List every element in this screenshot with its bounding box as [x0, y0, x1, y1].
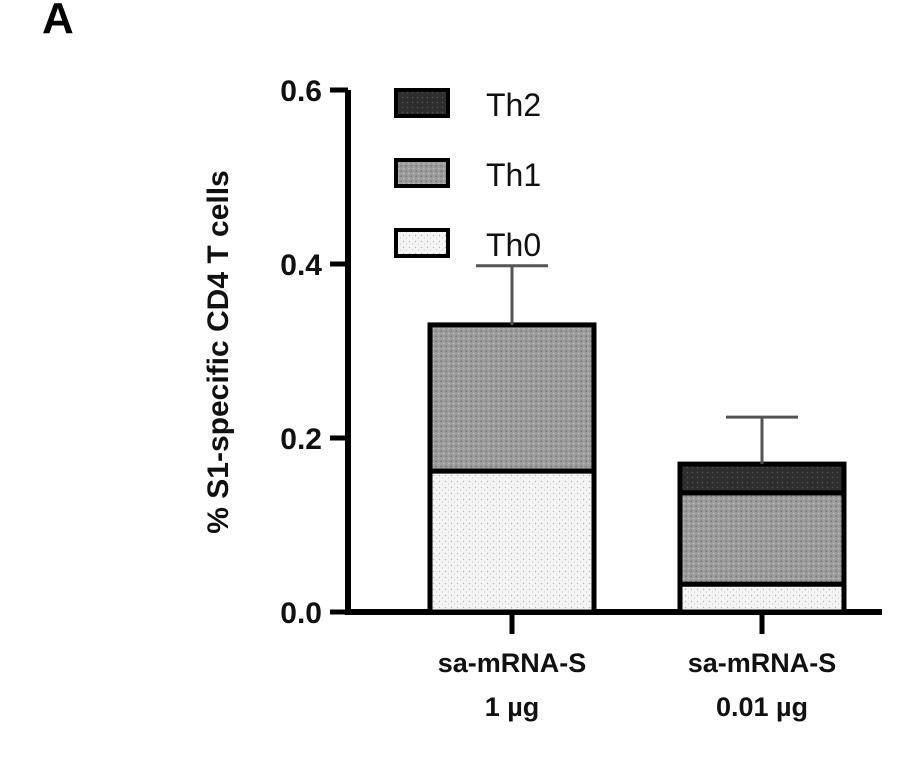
bar-segment-th1: [427, 322, 597, 474]
legend-swatch-th0: [394, 228, 450, 258]
y-tick-label: 0.6: [280, 75, 322, 108]
x-tick-label: sa-mRNA-S: [688, 648, 837, 678]
x-tick-label: 0.01 µg: [716, 692, 808, 722]
axes: 0.0 0.2 0.4 0.6 sa-mRNA-S 1 µg sa-mRNA-S 0.01 µ…: [280, 75, 882, 722]
y-tick-label: 0.2: [280, 423, 322, 456]
y-tick-label: 0.0: [280, 597, 322, 630]
bar-segment-th0: [427, 468, 597, 615]
bar-segment-th0: [677, 581, 847, 615]
bar-segment-th2: [677, 461, 847, 496]
legend-label-th0: Th0: [486, 227, 541, 263]
panel-label: A: [42, 0, 74, 43]
legend-label-th1: Th1: [486, 157, 541, 193]
legend: Th2 Th1 Th0: [394, 87, 541, 263]
y-axis-title: % S1-specific CD4 T cells: [202, 170, 235, 534]
y-tick-label: 0.4: [280, 249, 322, 282]
legend-swatch-th1: [394, 158, 450, 188]
x-tick-label: 1 µg: [485, 692, 540, 722]
error-bars: [476, 264, 798, 465]
y-axis-title-group: % S1-specific CD4 T cells: [202, 170, 235, 534]
legend-swatch-th2: [394, 88, 450, 118]
bar-segment-th1: [677, 490, 847, 587]
bars: [427, 322, 847, 615]
legend-label-th2: Th2: [486, 87, 541, 123]
x-tick-label: sa-mRNA-S: [438, 648, 587, 678]
